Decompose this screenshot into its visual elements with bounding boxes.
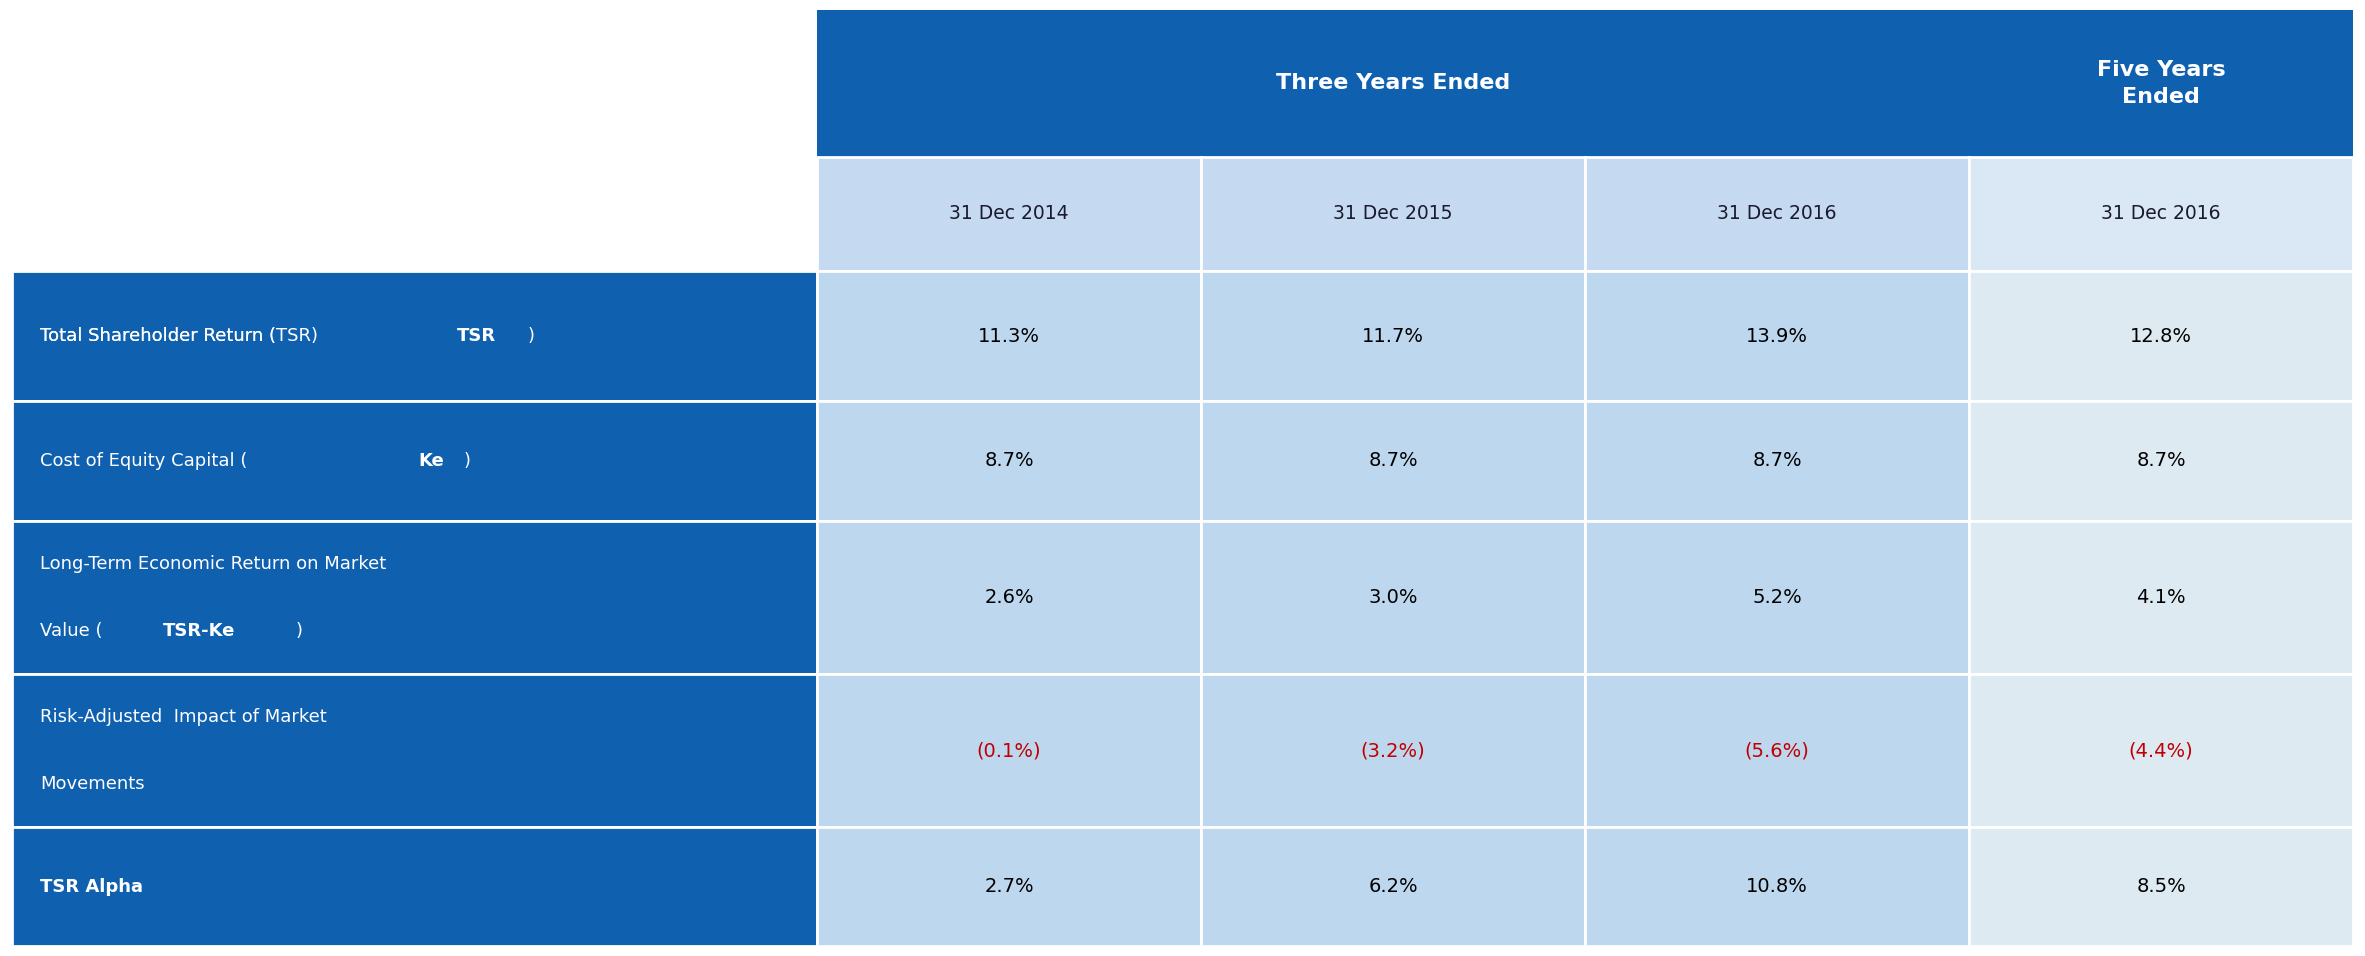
Text: Cost of Equity Capital (: Cost of Equity Capital ( xyxy=(40,452,248,470)
Text: TSR: TSR xyxy=(456,327,497,345)
Bar xyxy=(816,157,1201,271)
Bar xyxy=(1585,271,1970,402)
Text: 8.7%: 8.7% xyxy=(984,451,1034,470)
Bar xyxy=(12,827,816,946)
Text: Long-Term Economic Return on Market: Long-Term Economic Return on Market xyxy=(40,554,385,573)
Text: 31 Dec 2014: 31 Dec 2014 xyxy=(948,205,1069,224)
Bar xyxy=(1201,157,1585,271)
Text: 8.7%: 8.7% xyxy=(1369,451,1419,470)
Bar xyxy=(816,402,1201,521)
Bar xyxy=(1970,674,2353,827)
Text: 10.8%: 10.8% xyxy=(1745,878,1809,897)
Text: Movements: Movements xyxy=(40,775,144,793)
Text: Three Years Ended: Three Years Ended xyxy=(1277,74,1511,94)
Text: (5.6%): (5.6%) xyxy=(1745,741,1809,760)
Text: (0.1%): (0.1%) xyxy=(977,741,1041,760)
Text: (3.2%): (3.2%) xyxy=(1360,741,1426,760)
Text: Five Years
Ended: Five Years Ended xyxy=(2098,60,2225,106)
Text: 3.0%: 3.0% xyxy=(1369,588,1419,607)
Text: Value (: Value ( xyxy=(40,622,102,640)
Bar xyxy=(1970,10,2353,157)
Text: 31 Dec 2016: 31 Dec 2016 xyxy=(1717,205,1838,224)
Text: Ke: Ke xyxy=(419,452,445,470)
Text: TSR-Ke: TSR-Ke xyxy=(163,622,236,640)
Bar xyxy=(1970,157,2353,271)
Bar xyxy=(1585,674,1970,827)
Text: 12.8%: 12.8% xyxy=(2131,327,2192,345)
Text: 8.7%: 8.7% xyxy=(1752,451,1802,470)
Bar xyxy=(12,521,816,674)
Text: 4.1%: 4.1% xyxy=(2136,588,2185,607)
Text: 31 Dec 2016: 31 Dec 2016 xyxy=(2102,205,2221,224)
Text: 31 Dec 2015: 31 Dec 2015 xyxy=(1334,205,1452,224)
Bar xyxy=(1201,521,1585,674)
Text: (4.4%): (4.4%) xyxy=(2128,741,2192,760)
Bar xyxy=(1201,827,1585,946)
Bar xyxy=(1585,402,1970,521)
Bar xyxy=(816,521,1201,674)
Text: Total Shareholder Return (: Total Shareholder Return ( xyxy=(40,327,277,345)
Text: 8.5%: 8.5% xyxy=(2136,878,2185,897)
Text: Risk-Adjusted  Impact of Market: Risk-Adjusted Impact of Market xyxy=(40,707,326,726)
Text: ): ) xyxy=(527,327,534,345)
Text: 11.7%: 11.7% xyxy=(1362,327,1424,345)
Bar xyxy=(12,10,816,157)
Bar xyxy=(12,674,816,827)
Text: 2.7%: 2.7% xyxy=(984,878,1034,897)
Bar xyxy=(1585,157,1970,271)
Text: 13.9%: 13.9% xyxy=(1745,327,1809,345)
Bar xyxy=(816,674,1201,827)
Text: 8.7%: 8.7% xyxy=(2136,451,2185,470)
Bar xyxy=(1970,271,2353,402)
Bar xyxy=(1970,827,2353,946)
Bar xyxy=(1585,521,1970,674)
Bar xyxy=(816,827,1201,946)
Bar xyxy=(1970,521,2353,674)
Text: ): ) xyxy=(296,622,303,640)
Text: Total Shareholder Return (​TSR​): Total Shareholder Return (​TSR​) xyxy=(40,327,319,345)
Bar xyxy=(1970,402,2353,521)
Bar xyxy=(12,271,816,402)
Text: 5.2%: 5.2% xyxy=(1752,588,1802,607)
Text: 11.3%: 11.3% xyxy=(979,327,1041,345)
Bar xyxy=(1201,674,1585,827)
Text: 6.2%: 6.2% xyxy=(1369,878,1419,897)
Bar xyxy=(816,10,1970,157)
Bar xyxy=(1201,402,1585,521)
Text: TSR Alpha: TSR Alpha xyxy=(40,878,144,896)
Bar xyxy=(1201,271,1585,402)
Bar xyxy=(816,271,1201,402)
Text: ): ) xyxy=(464,452,471,470)
Bar xyxy=(1585,827,1970,946)
Bar xyxy=(12,402,816,521)
Bar xyxy=(12,157,816,271)
Text: 2.6%: 2.6% xyxy=(984,588,1034,607)
